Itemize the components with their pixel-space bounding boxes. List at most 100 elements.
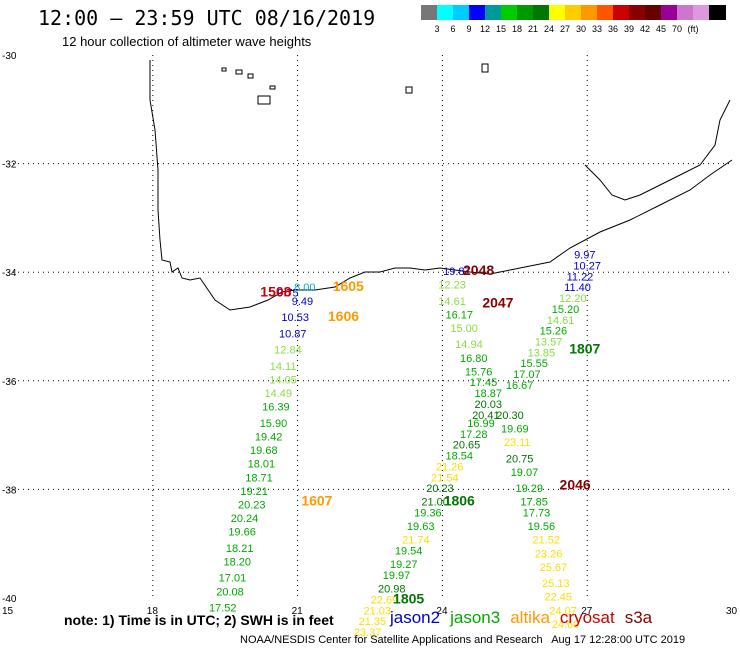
wave-height-value: 20.75 [506, 453, 534, 465]
wave-height-value: 16.17 [446, 309, 474, 321]
wave-height-value: 16.99 [467, 418, 495, 430]
latitude-label: -40 [2, 594, 17, 605]
pass-time-label: 1508 [260, 284, 291, 300]
pass-time-label: 2046 [560, 476, 591, 492]
wave-height-value: 20.03 [474, 399, 502, 411]
color-scale-label: 27 [559, 24, 570, 34]
wave-height-value: 14.05 [269, 375, 297, 387]
wave-height-value: 21.35 [359, 616, 387, 628]
pass-time-label: 1806 [444, 493, 475, 509]
color-scale-label: 15 [495, 24, 506, 34]
color-scale-swatch [565, 5, 582, 20]
pass-time-label: 2047 [482, 294, 513, 310]
color-scale-swatch [629, 5, 646, 20]
latitude-label: -36 [2, 377, 17, 388]
wave-height-value: 21.26 [436, 461, 464, 473]
wave-height-value: 16.80 [460, 353, 488, 365]
wave-height-value: 14.61 [547, 315, 575, 327]
pass-time-label: 1606 [328, 308, 359, 324]
color-scale-swatch [693, 5, 710, 20]
wave-height-value: 23.26 [535, 548, 563, 560]
wave-height-value: 19.29 [516, 483, 544, 495]
wave-height-value: 14.94 [455, 339, 483, 351]
color-scale-swatch [661, 5, 678, 20]
color-scale-swatch [485, 5, 502, 20]
map-title: 12:00 – 23:59 UTC 08/16/2019 [38, 6, 376, 30]
wave-height-value: 11.22 [567, 271, 594, 283]
wave-height-value: 25.13 [542, 578, 570, 590]
wave-height-value: 18.87 [474, 388, 502, 400]
color-scale-swatch [677, 5, 694, 20]
color-scale-swatch [501, 5, 518, 20]
wave-height-value: 24.60 [552, 619, 580, 631]
wave-height-value: 12.20 [559, 293, 587, 305]
wave-height-labels: 9.759.4910.5310.878.0012.8414.1114.0514.… [209, 250, 601, 639]
color-scale-label: 6 [450, 24, 456, 34]
wave-height-value: 25.67 [540, 562, 568, 574]
color-scale-swatch [517, 5, 534, 20]
pass-time-label: 2048 [463, 262, 494, 278]
longitude-label: 21 [292, 606, 304, 617]
latitude-label: -34 [2, 268, 17, 279]
wave-height-value: 19.63 [407, 521, 435, 533]
wave-height-value: 23.11 [504, 437, 531, 449]
wave-height-value: 20.23 [426, 483, 454, 495]
satellite-legend: jason2 jason3 altika cryosat s3a [390, 608, 662, 628]
wave-height-value: 19.07 [511, 467, 539, 479]
wave-height-value: 18.21 [226, 543, 254, 555]
wave-height-value: 23.37 [354, 627, 382, 639]
wave-height-value: 16.39 [262, 402, 290, 414]
longitude-label: 24 [436, 606, 448, 617]
islands [221, 63, 489, 105]
map-subtitle: 12 hour collection of altimeter wave hei… [62, 34, 312, 49]
longitude-label: 15 [2, 606, 14, 617]
wave-height-value: 15.20 [552, 304, 580, 316]
wave-height-value: 9.49 [292, 296, 313, 308]
latitude-label: -38 [2, 485, 17, 496]
wave-height-value: 19.68 [250, 445, 278, 457]
color-scale-label: 9 [466, 24, 472, 34]
wave-height-value: 22.69 [371, 594, 399, 606]
color-scale-swatch [709, 5, 726, 20]
color-scale-swatch [469, 5, 486, 20]
wave-height-value: 14.61 [438, 296, 466, 308]
color-scale-label: 24 [543, 24, 554, 34]
wave-height-value: 21.54 [431, 472, 459, 484]
wave-height-value: 20.08 [216, 586, 244, 598]
wave-height-value: 19.42 [255, 432, 283, 444]
color-scale-swatch [613, 5, 630, 20]
wave-height-value: 13.57 [535, 337, 563, 349]
wave-height-value: 18.71 [245, 472, 273, 484]
pass-time-label: 1607 [301, 493, 332, 509]
wave-height-value: 9.75 [277, 288, 298, 300]
wave-height-value: 21.52 [532, 535, 560, 547]
wave-height-value: 17.52 [209, 603, 237, 615]
wave-height-value: 20.30 [496, 410, 524, 422]
wave-height-value: 15.76 [465, 366, 493, 378]
color-scale-swatch [453, 5, 470, 20]
wave-height-value: 18.54 [446, 451, 474, 463]
wave-height-value: 14.11 [270, 361, 297, 373]
legend-s3a: s3a [624, 608, 653, 627]
color-scale-label: 12 [479, 24, 490, 34]
pass-time-label: 1807 [569, 341, 600, 357]
legend-jason3: jason3 [450, 608, 501, 627]
color-scale-label: 45 [655, 24, 666, 34]
wave-height-value: 21.03 [363, 605, 391, 617]
wave-height-value: 19.36 [414, 508, 442, 520]
wave-height-value: 18.20 [224, 556, 252, 568]
wave-height-value: 19.66 [228, 527, 256, 539]
color-scale-label: 70 [671, 24, 682, 34]
wave-height-value: 14.49 [265, 388, 293, 400]
wave-height-value: 12.23 [438, 279, 466, 291]
color-scale-label: 42 [639, 24, 650, 34]
color-scale-label: 39 [623, 24, 634, 34]
wave-height-value: 17.07 [513, 369, 541, 381]
wave-height-value: 9.97 [574, 250, 595, 262]
color-scale-swatch [437, 5, 454, 20]
wave-height-value: 12.84 [274, 345, 302, 357]
color-scale-label: 30 [575, 24, 586, 34]
pass-labels: 1508 1605 1606 2048 2047 1807 1607 1806 2046 1805 [260, 262, 600, 607]
wave-height-value: 20.65 [453, 440, 481, 452]
